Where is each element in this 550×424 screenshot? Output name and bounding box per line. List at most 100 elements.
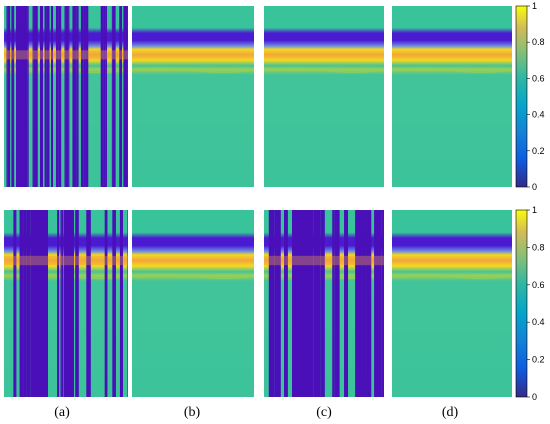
- panel-label-d: (d): [442, 405, 459, 420]
- heatmap-background: [132, 210, 254, 397]
- heatmap-panel-row2-d: [391, 210, 513, 397]
- missing-data-stripe: [76, 6, 79, 187]
- missing-data-stripe: [344, 210, 349, 397]
- missing-data-stripe: [313, 210, 321, 397]
- colorbar-tick-label: 0.8: [532, 37, 545, 47]
- missing-data-stripe: [112, 6, 116, 187]
- missing-data-stripe: [7, 6, 11, 187]
- heatmap-grid: [3, 6, 513, 397]
- missing-data-stripe: [105, 6, 107, 187]
- missing-data-stripe: [46, 6, 50, 187]
- missing-data-stripe: [112, 210, 116, 397]
- colorbar-tick-label: 0.2: [532, 355, 545, 365]
- missing-data-stripe: [85, 6, 89, 187]
- missing-data-stripe: [13, 210, 16, 397]
- missing-data-stripe: [50, 6, 54, 187]
- bright-band-overlay: [4, 255, 128, 266]
- heatmap-background: [264, 6, 384, 187]
- colorbar-tick-label: 1: [532, 205, 537, 215]
- colorbar-tick-label: 0: [532, 392, 537, 402]
- missing-data-block: [32, 210, 48, 397]
- missing-data-stripe: [274, 210, 281, 397]
- missing-data-block: [292, 210, 310, 397]
- missing-data-stripe: [64, 6, 66, 187]
- missing-data-stripe: [362, 210, 367, 397]
- missing-data-stripe: [83, 6, 86, 187]
- missing-data-stripe: [68, 6, 70, 187]
- colorbar-tick-label: 0.2: [532, 146, 545, 156]
- missing-data-stripe: [268, 210, 275, 397]
- missing-data-stripe: [119, 210, 123, 397]
- missing-data-stripe: [86, 210, 91, 397]
- panel-label-b: (b): [184, 405, 201, 420]
- missing-data-stripe: [127, 210, 128, 397]
- band-ripple: [391, 67, 513, 74]
- missing-data-stripe: [366, 210, 372, 397]
- missing-data-stripe: [103, 6, 106, 187]
- missing-data-stripe: [57, 210, 60, 397]
- missing-data-stripe: [61, 210, 64, 397]
- missing-data-stripe: [355, 210, 363, 397]
- missing-data-stripe: [104, 210, 108, 397]
- missing-data-stripe: [80, 6, 84, 187]
- missing-data-stripe: [15, 210, 17, 397]
- missing-data-stripe: [23, 210, 27, 397]
- colorbar-tick-label: 0: [532, 182, 537, 192]
- missing-data-stripe: [24, 6, 28, 187]
- missing-data-stripe: [30, 210, 33, 397]
- missing-data-stripe: [6, 6, 8, 187]
- colorbar-tick-label: 0.6: [532, 73, 545, 83]
- bright-band-overlay: [4, 50, 128, 60]
- missing-data-stripe: [40, 6, 44, 187]
- heatmap-background: [392, 6, 512, 187]
- bright-band-overlay: [264, 255, 384, 266]
- colorbar-row2: 1 0.8 0.6 0.4 0.2 0: [515, 205, 545, 402]
- missing-data-stripe: [55, 6, 59, 187]
- missing-data-stripe: [100, 6, 104, 187]
- missing-data-stripe: [11, 6, 15, 187]
- heatmap-panel-row2-a: [3, 210, 129, 397]
- colorbar-tick-label: 0.6: [532, 280, 545, 290]
- heatmap-background: [132, 6, 254, 187]
- heatmap-panel-row1-c: [263, 6, 385, 187]
- missing-data-stripe: [60, 210, 62, 397]
- band-ripple: [263, 67, 385, 74]
- missing-data-stripe: [65, 6, 69, 187]
- missing-data-stripe: [381, 210, 384, 397]
- missing-data-stripe: [123, 6, 128, 187]
- missing-data-stripe: [21, 6, 25, 187]
- missing-data-stripe: [75, 210, 79, 397]
- heatmap-panel-row1-a: [3, 6, 129, 187]
- missing-data-stripe: [16, 6, 19, 187]
- missing-data-block: [64, 210, 74, 397]
- missing-data-stripe: [58, 6, 62, 187]
- missing-data-stripe: [111, 6, 113, 187]
- panel-label-a: (a): [54, 405, 70, 420]
- missing-data-stripe: [29, 210, 31, 397]
- colorbar-tick-label: 0.4: [532, 110, 545, 120]
- missing-data-stripe: [72, 6, 77, 187]
- colorbar-tick-label: 0.4: [532, 317, 545, 327]
- missing-data-stripe: [284, 210, 288, 397]
- missing-data-stripe: [308, 210, 314, 397]
- missing-data-stripe: [334, 210, 340, 397]
- missing-data-stripe: [26, 210, 30, 397]
- colorbar-tick-label: 1: [532, 1, 537, 11]
- band-ripple: [131, 67, 255, 74]
- colorbar-gradient: [515, 5, 528, 188]
- missing-data-stripe: [19, 210, 24, 397]
- band-ripple: [391, 273, 513, 280]
- missing-data-stripe: [320, 210, 325, 397]
- missing-data-stripe: [127, 6, 128, 187]
- heatmap-panel-row2-b: [131, 210, 255, 397]
- heatmap-background: [392, 210, 512, 397]
- missing-data-stripe: [332, 210, 335, 397]
- missing-data-stripe: [33, 6, 38, 187]
- missing-data-stripe: [119, 6, 123, 187]
- band-ripple: [131, 273, 255, 280]
- colorbar-gradient: [515, 209, 528, 398]
- missing-data-stripe: [374, 210, 382, 397]
- panel-labels: (a) (b) (c) (d): [54, 405, 458, 420]
- heatmap-panel-row1-d: [391, 6, 513, 187]
